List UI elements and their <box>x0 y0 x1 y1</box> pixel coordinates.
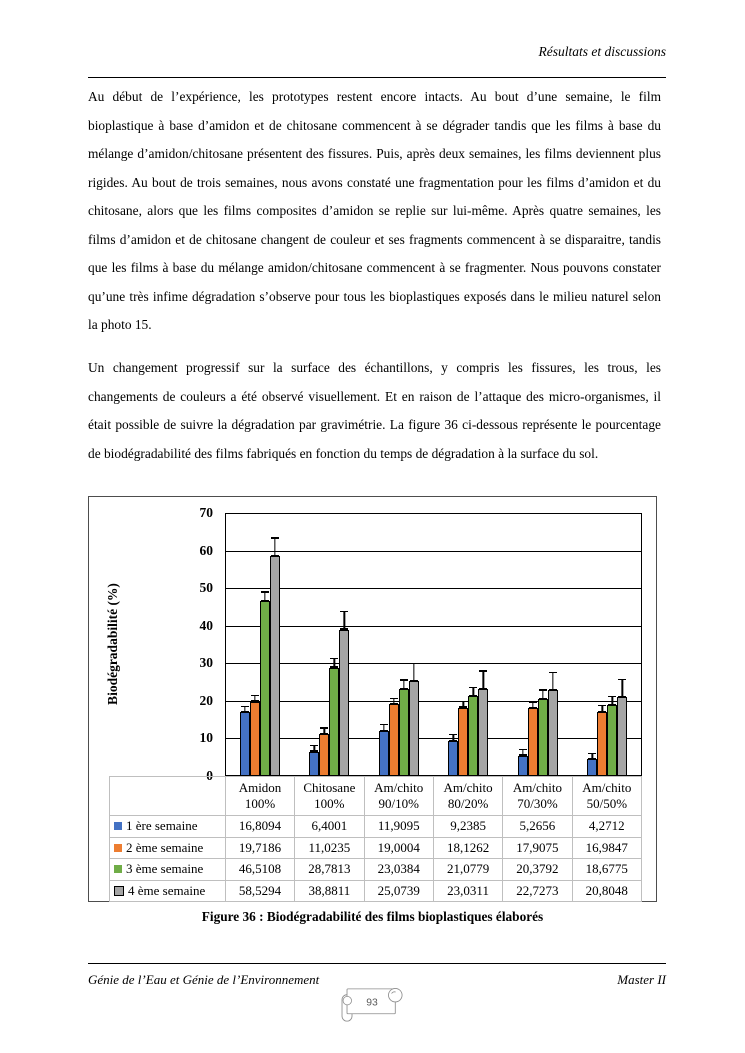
svg-text:93: 93 <box>366 998 378 1009</box>
